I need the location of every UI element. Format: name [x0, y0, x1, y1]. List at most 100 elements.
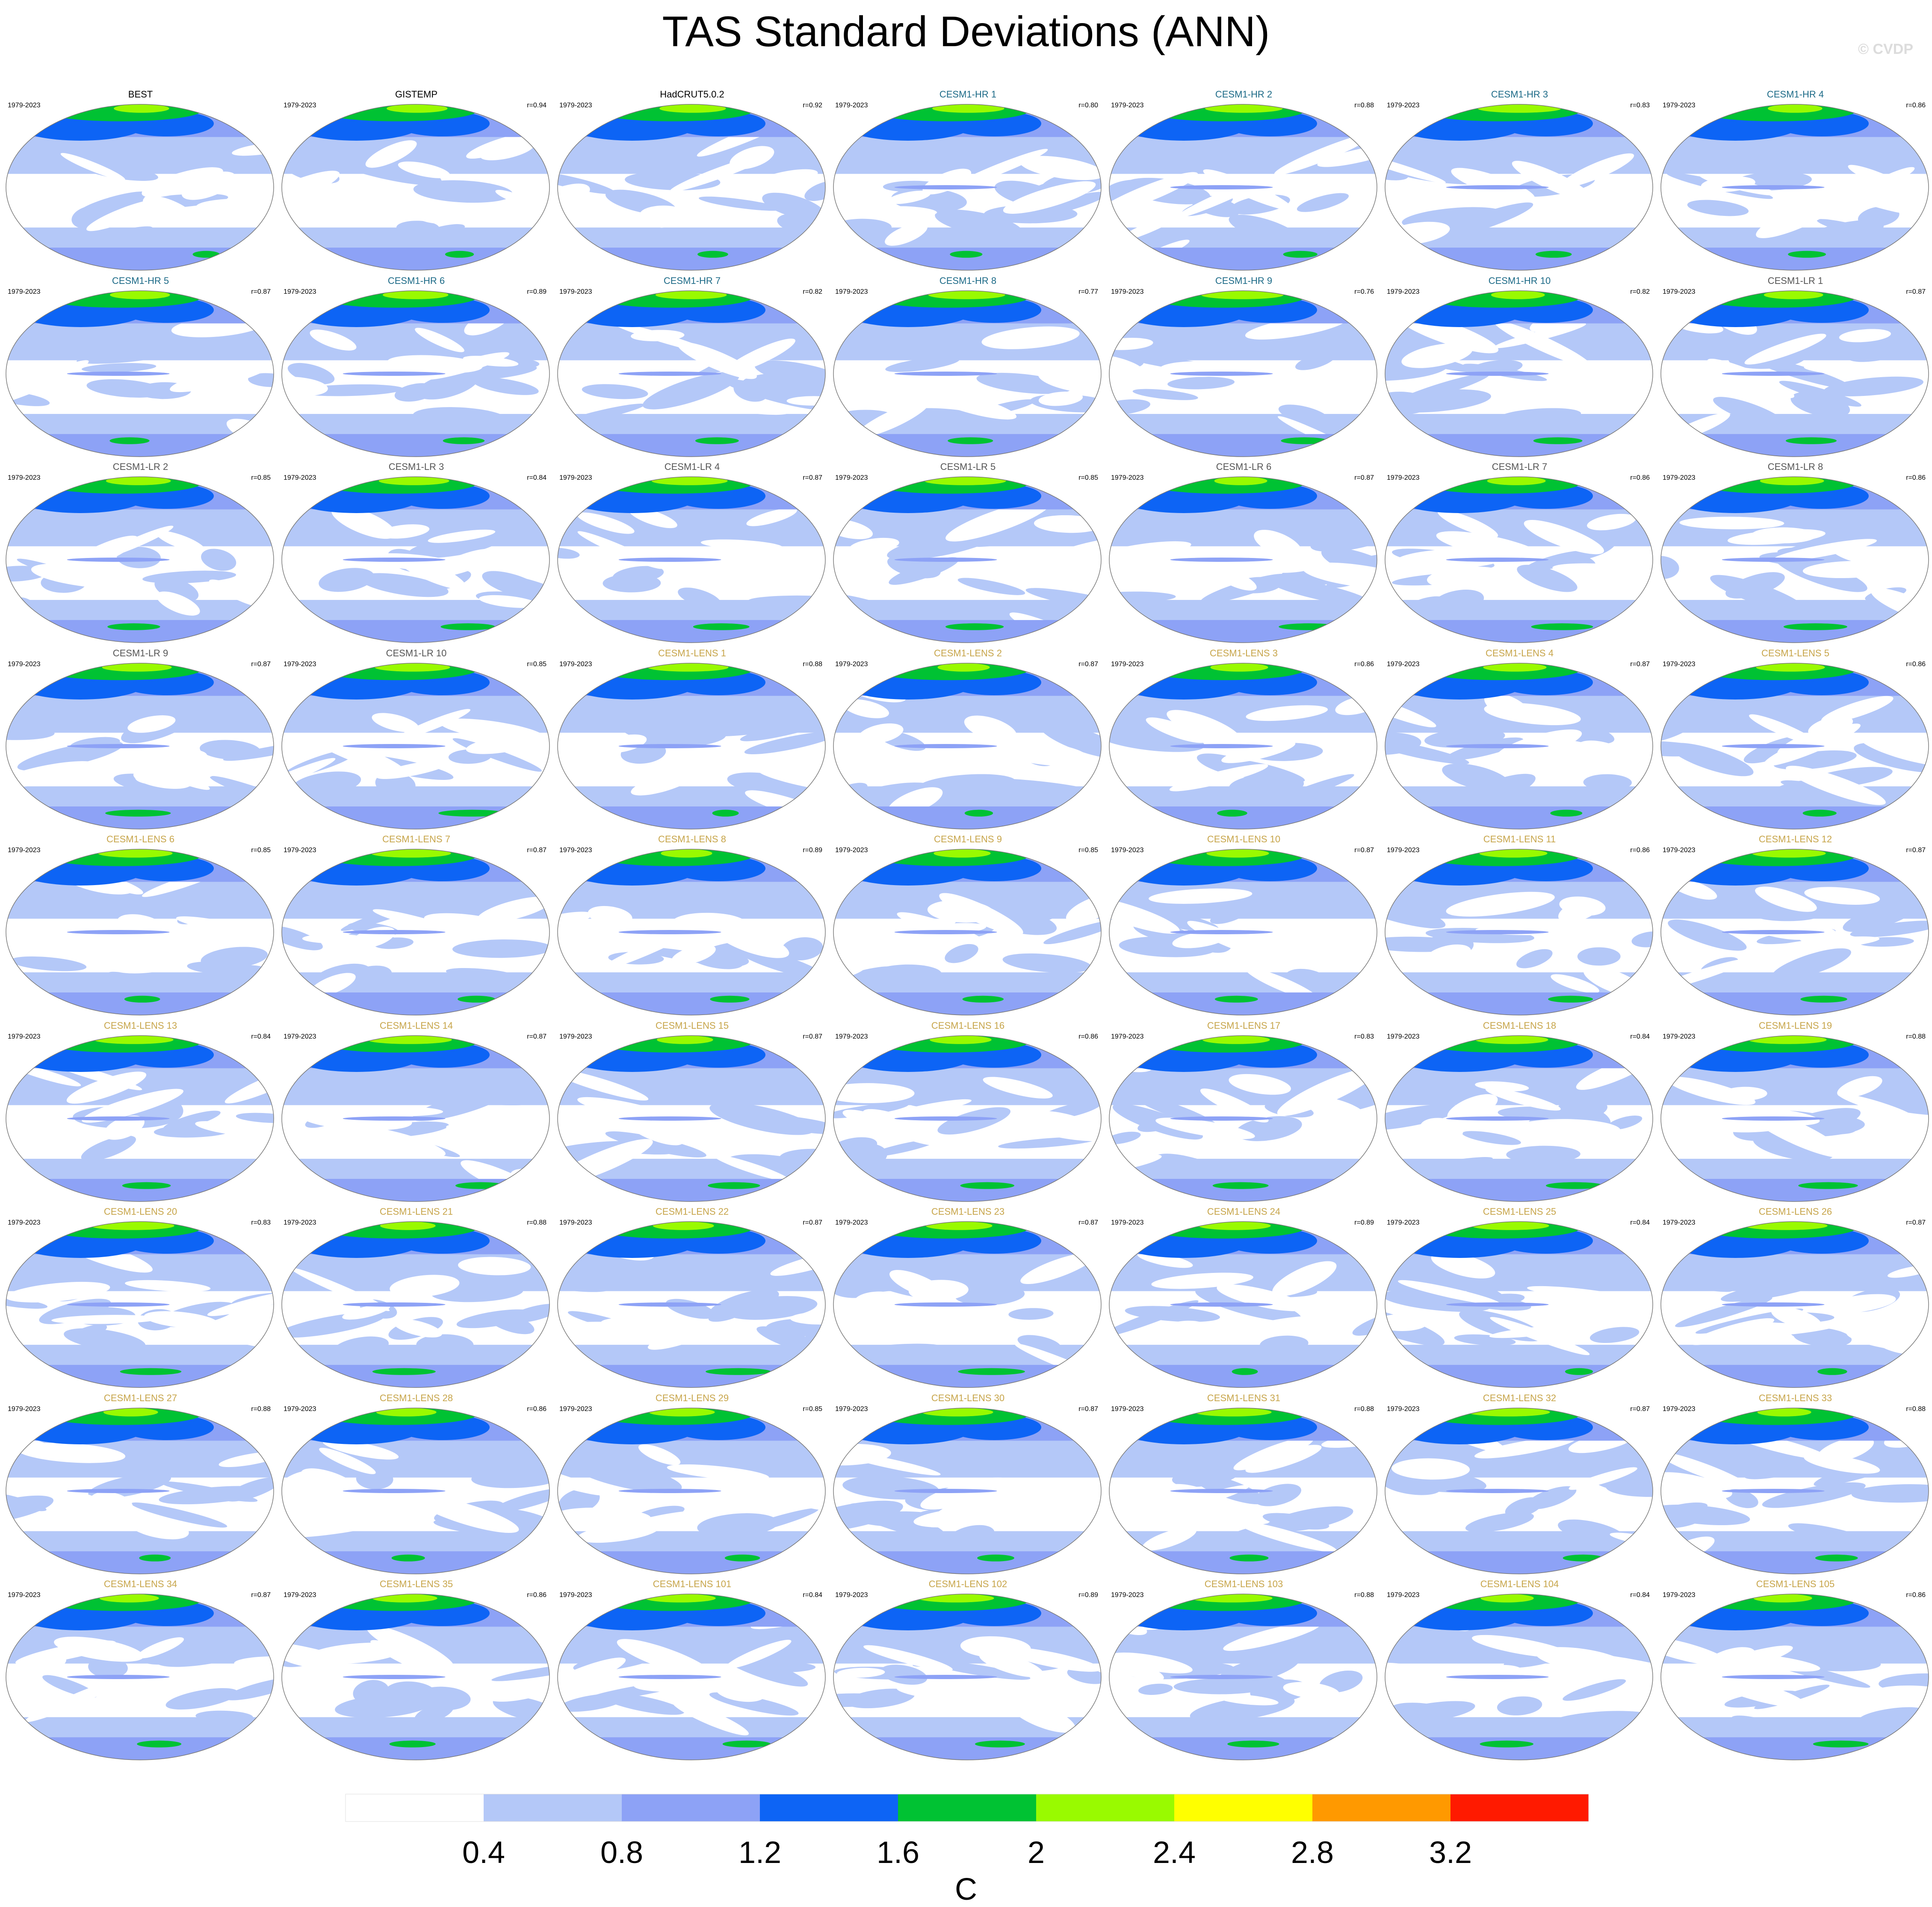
map-panel: CESM1-LENS 103 1979-2023 r=0.88	[1106, 1579, 1382, 1765]
panel-correlation: r=0.86	[1906, 474, 1926, 481]
map-field	[833, 662, 1102, 830]
map-field	[1660, 1407, 1929, 1574]
panel-correlation: r=0.87	[251, 660, 271, 668]
panel-years: 1979-2023	[1663, 1405, 1696, 1413]
map-panel: CESM1-LR 10 1979-2023 r=0.85	[278, 648, 554, 834]
map-panel: CESM1-HR 6 1979-2023 r=0.89	[278, 275, 554, 462]
panel-title: CESM1-LENS 3	[1210, 647, 1278, 658]
panel-correlation: r=0.84	[803, 1591, 822, 1599]
panel-title: CESM1-LENS 105	[1756, 1579, 1835, 1589]
panel-grid: BEST 1979-2023 GISTEMP 1979-2023 r=0.94 HadCR…	[3, 89, 1932, 1765]
map-field	[281, 1407, 550, 1574]
map-field	[1660, 1035, 1929, 1202]
panel-title: CESM1-LENS 5	[1761, 647, 1829, 658]
map-field	[833, 476, 1102, 643]
panel-years: 1979-2023	[559, 1033, 592, 1040]
map-field	[557, 662, 826, 830]
panel-title: CESM1-LENS 20	[103, 1206, 177, 1217]
map-field	[6, 1594, 274, 1760]
panel-correlation: r=0.94	[527, 102, 547, 109]
panel-title: CESM1-LENS 4	[1486, 647, 1554, 658]
map-field	[1660, 1221, 1929, 1388]
panel-years: 1979-2023	[8, 474, 41, 481]
panel-correlation: r=0.86	[527, 1591, 547, 1599]
panel-title: CESM1-LR 3	[388, 461, 444, 472]
panel-correlation: r=0.87	[527, 847, 547, 854]
panel-years: 1979-2023	[1663, 474, 1696, 481]
panel-correlation: r=0.76	[1354, 288, 1374, 295]
panel-correlation: r=0.83	[251, 1219, 271, 1226]
map-panel: CESM1-LENS 21 1979-2023 r=0.88	[278, 1206, 554, 1393]
panel-title: CESM1-LENS 13	[103, 1020, 177, 1031]
map-field	[557, 476, 826, 643]
map-panel: CESM1-LENS 20 1979-2023 r=0.83	[3, 1206, 278, 1393]
panel-years: 1979-2023	[1663, 1033, 1696, 1040]
panel-correlation: r=0.87	[803, 1219, 822, 1226]
colorbar-bin	[1312, 1794, 1450, 1821]
panel-correlation: r=0.85	[1078, 474, 1098, 481]
map-panel: CESM1-HR 5 1979-2023 r=0.87	[3, 275, 278, 462]
map-field	[1660, 849, 1929, 1015]
panel-years: 1979-2023	[1111, 474, 1144, 481]
panel-years: 1979-2023	[8, 1405, 41, 1413]
panel-correlation: r=0.87	[251, 1591, 271, 1599]
panel-correlation: r=0.87	[1630, 660, 1650, 668]
map-field	[281, 1221, 550, 1388]
panel-correlation: r=0.92	[803, 102, 822, 109]
map-field	[6, 662, 274, 830]
panel-years: 1979-2023	[1387, 660, 1420, 668]
panel-years: 1979-2023	[835, 1405, 868, 1413]
panel-title: CESM1-LENS 17	[1207, 1020, 1281, 1031]
map-panel: CESM1-LENS 22 1979-2023 r=0.87	[554, 1206, 830, 1393]
panel-correlation: r=0.87	[1078, 1405, 1098, 1413]
map-panel: CESM1-LENS 27 1979-2023 r=0.88	[3, 1393, 278, 1579]
panel-years: 1979-2023	[1111, 102, 1144, 109]
panel-title: CESM1-LENS 1	[658, 647, 726, 658]
map-field	[281, 1594, 550, 1760]
panel-correlation: r=0.83	[1354, 1033, 1374, 1040]
map-field	[281, 849, 550, 1015]
map-field	[1385, 662, 1653, 830]
panel-correlation: r=0.88	[1354, 102, 1374, 109]
map-panel: CESM1-LENS 35 1979-2023 r=0.86	[278, 1579, 554, 1765]
panel-title: CESM1-HR 1	[939, 89, 997, 100]
panel-correlation: r=0.86	[1354, 660, 1374, 668]
panel-correlation: r=0.84	[1630, 1219, 1650, 1226]
map-field	[1109, 662, 1377, 830]
map-field	[281, 290, 550, 457]
map-panel: CESM1-HR 4 1979-2023 r=0.86	[1657, 89, 1932, 275]
map-panel: CESM1-LENS 34 1979-2023 r=0.87	[3, 1579, 278, 1765]
map-panel: CESM1-LR 1 1979-2023 r=0.87	[1657, 275, 1932, 462]
panel-years: 1979-2023	[1387, 288, 1420, 295]
map-panel: CESM1-LENS 104 1979-2023 r=0.84	[1382, 1579, 1657, 1765]
map-panel: CESM1-LENS 14 1979-2023 r=0.87	[278, 1020, 554, 1207]
panel-correlation: r=0.87	[251, 288, 271, 295]
colorbar-bin	[1174, 1794, 1312, 1821]
panel-title: CESM1-LENS 2	[934, 647, 1002, 658]
panel-years: 1979-2023	[284, 660, 316, 668]
panel-title: CESM1-LENS 16	[931, 1020, 1005, 1031]
panel-years: 1979-2023	[835, 102, 868, 109]
panel-years: 1979-2023	[1111, 1033, 1144, 1040]
panel-title: CESM1-LENS 101	[653, 1579, 732, 1589]
map-panel: CESM1-LR 5 1979-2023 r=0.85	[830, 461, 1106, 648]
panel-title: GISTEMP	[395, 89, 437, 100]
panel-title: CESM1-LENS 12	[1758, 834, 1832, 844]
map-field	[1385, 476, 1653, 643]
panel-title: CESM1-LENS 34	[103, 1579, 177, 1589]
panel-correlation: r=0.87	[1354, 847, 1374, 854]
panel-years: 1979-2023	[835, 1219, 868, 1226]
panel-years: 1979-2023	[1111, 1591, 1144, 1599]
map-field	[557, 1221, 826, 1388]
map-panel: CESM1-LENS 12 1979-2023 r=0.87	[1657, 834, 1932, 1020]
map-field	[833, 1221, 1102, 1388]
panel-correlation: r=0.89	[803, 847, 822, 854]
colorbar-bin	[346, 1794, 484, 1821]
map-field	[1385, 104, 1653, 271]
colorbar-bin	[484, 1794, 622, 1821]
map-field	[6, 476, 274, 643]
map-field	[1660, 662, 1929, 830]
panel-years: 1979-2023	[1663, 288, 1696, 295]
map-panel: CESM1-HR 10 1979-2023 r=0.82	[1382, 275, 1657, 462]
map-field	[1660, 1594, 1929, 1760]
